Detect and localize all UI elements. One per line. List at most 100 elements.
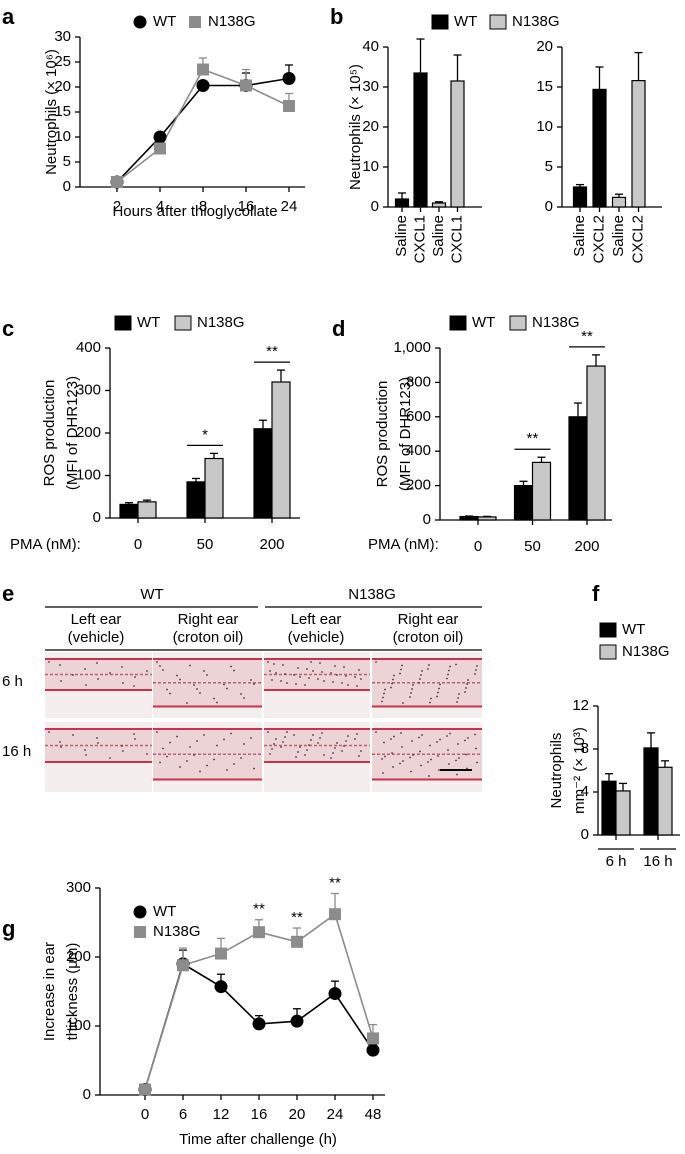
cell <box>156 731 158 733</box>
cell <box>48 661 50 663</box>
marker <box>153 130 167 144</box>
cell <box>121 666 123 668</box>
cell <box>213 697 215 700</box>
cell <box>253 767 255 770</box>
bar <box>450 80 465 208</box>
cell <box>159 665 161 667</box>
cell <box>446 735 448 737</box>
bar <box>459 515 479 521</box>
cell <box>166 755 168 758</box>
cell <box>399 762 401 765</box>
bar <box>615 790 631 836</box>
y-tick-label: 30 <box>362 78 379 95</box>
group-label: WT <box>140 586 163 603</box>
x-tick-label: 0 <box>474 538 482 555</box>
y-axis-label: (MFI of DHR123) <box>64 376 81 490</box>
cell <box>428 664 430 666</box>
cell <box>250 679 252 681</box>
cell <box>230 665 232 668</box>
cell <box>383 741 385 744</box>
cell <box>375 661 377 663</box>
cell <box>275 738 277 740</box>
bar <box>477 516 497 521</box>
bar <box>253 428 273 519</box>
significance: * <box>202 426 208 443</box>
cell <box>345 675 347 677</box>
cell <box>412 754 414 756</box>
legend-label: N138G <box>532 314 580 331</box>
cell <box>402 760 404 762</box>
cell <box>358 669 360 671</box>
bar <box>119 503 139 519</box>
cell <box>392 766 394 768</box>
cell <box>271 679 273 681</box>
cell <box>345 740 347 742</box>
cell <box>273 663 275 665</box>
y-tick-label: 600 <box>406 408 431 425</box>
y-axis-label: (MFI of DHR123) <box>397 377 414 491</box>
cell <box>213 758 215 761</box>
y-tick-label: 40 <box>362 38 379 55</box>
panel-letter: g <box>2 916 15 941</box>
cell <box>312 734 314 736</box>
marker <box>291 935 303 948</box>
y-tick-label: 5 <box>545 158 553 175</box>
bar <box>413 72 428 208</box>
cell <box>475 669 477 671</box>
cell <box>122 750 124 752</box>
cell <box>295 756 297 758</box>
cell <box>392 678 394 681</box>
cell <box>347 684 349 686</box>
y-tick-label: 5 <box>63 153 71 170</box>
cell <box>464 739 466 742</box>
cell <box>382 696 384 699</box>
bar <box>657 766 673 836</box>
marker <box>253 926 265 939</box>
cell <box>421 670 423 672</box>
cell <box>467 679 469 681</box>
cell <box>199 692 201 694</box>
cell <box>233 763 235 765</box>
cell <box>360 678 362 680</box>
cell <box>411 688 413 690</box>
cell <box>439 738 441 741</box>
y-tick-label: 200 <box>406 477 431 494</box>
cell <box>280 680 282 682</box>
cell <box>203 670 205 672</box>
x-tick-label: CXCL2 <box>629 215 646 263</box>
significance: ** <box>329 874 341 891</box>
x-tick-label: CXCL1 <box>448 215 465 263</box>
cell <box>341 682 343 684</box>
cell <box>356 733 358 735</box>
cell <box>297 667 299 669</box>
cell <box>72 734 74 736</box>
x-tick-label: Saline <box>571 215 588 257</box>
cell <box>304 684 306 686</box>
y-tick-label: 20 <box>536 38 553 55</box>
cell <box>146 753 148 755</box>
legend-swatch <box>489 14 507 30</box>
cell <box>193 754 195 756</box>
cell <box>169 692 171 695</box>
cell <box>308 744 310 746</box>
cell <box>418 736 420 739</box>
y-tick-label: 15 <box>54 103 71 120</box>
x-tick-label: 200 <box>259 536 284 553</box>
column-label: Left ear <box>71 611 122 628</box>
cell <box>186 702 188 704</box>
y-axis-label: ROS production <box>41 380 58 487</box>
panel-letter: f <box>592 581 600 606</box>
cell <box>134 676 136 678</box>
column-label: (vehicle) <box>68 629 125 646</box>
cell <box>189 664 191 667</box>
x-tick-label: 4 <box>156 198 164 215</box>
legend-label: WT <box>472 314 495 331</box>
legend-swatch <box>114 315 132 331</box>
cell <box>466 683 468 685</box>
cell <box>436 741 438 743</box>
marker <box>154 142 166 155</box>
cell <box>166 688 168 691</box>
cell <box>280 746 282 748</box>
y-axis-label: Increase in ear <box>41 942 58 1041</box>
cell <box>269 753 271 755</box>
